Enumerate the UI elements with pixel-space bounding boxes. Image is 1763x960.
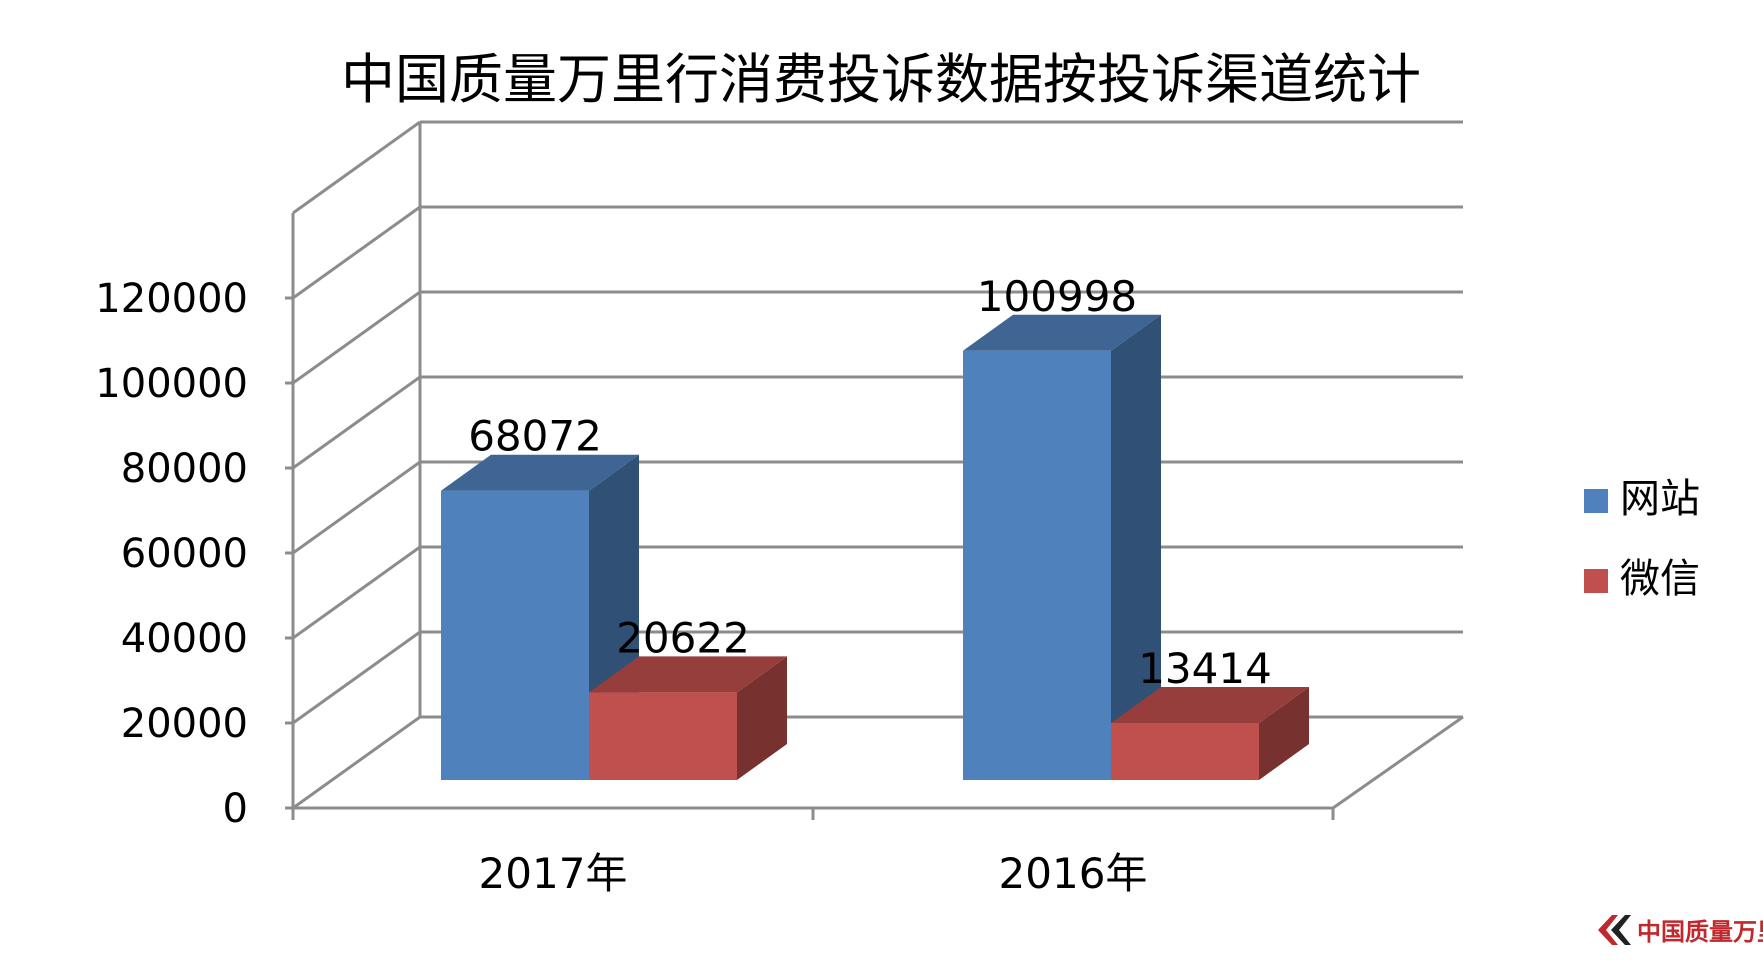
gridline-side <box>292 375 421 470</box>
data-label: 68072 <box>468 412 602 461</box>
data-label: 20622 <box>616 613 750 662</box>
watermark-logo: 中国质量万里行 <box>1598 915 1763 946</box>
x-tick-label: 2016年 <box>999 849 1148 898</box>
bar-0-1 <box>963 314 1161 780</box>
bar-front-face <box>963 350 1111 780</box>
bar-top-face <box>589 656 787 693</box>
y-tick-label: 120000 <box>95 276 248 322</box>
y-tick-label: 40000 <box>121 616 248 662</box>
bars-layer <box>441 314 1309 780</box>
bar-top-face <box>963 314 1161 351</box>
bar-side-face <box>737 656 787 780</box>
gridline-side <box>292 460 421 555</box>
axis-layer: 0 20000 40000 60000 80000 100000 120000 2017年 20… <box>95 122 1464 898</box>
x-tick-label: 2017年 <box>479 849 628 898</box>
gridline-side <box>292 120 421 215</box>
bar-top-face <box>441 454 639 491</box>
bar-front-face <box>1111 722 1259 780</box>
gridline-side <box>292 205 421 300</box>
gridline-side <box>292 545 421 640</box>
legend-label: 微信 <box>1620 556 1700 602</box>
y-tick-label: 0 <box>223 786 248 832</box>
data-labels-layer: 68072 100998 20622 13414 <box>468 272 1272 693</box>
data-label: 13414 <box>1138 644 1272 693</box>
y-tick-label: 80000 <box>121 446 248 492</box>
watermark-chevron-icon <box>1598 915 1618 945</box>
legend-swatch <box>1584 569 1608 593</box>
gridline-side <box>292 715 421 810</box>
data-label: 100998 <box>977 272 1137 321</box>
gridline-side <box>292 290 421 385</box>
legend-label: 网站 <box>1620 476 1700 522</box>
gridline-side <box>292 630 421 725</box>
watermark-chevron-icon-2 <box>1611 915 1631 945</box>
bar-1-0 <box>589 656 787 780</box>
bar-side-face <box>1259 686 1309 780</box>
chart-title: 中国质量万里行消费投诉数据按投诉渠道统计 <box>341 48 1421 111</box>
bar-front-face <box>589 692 737 780</box>
floor-edge <box>1332 715 1464 810</box>
bar-front-face <box>441 490 589 780</box>
bar-side-face <box>1111 314 1161 780</box>
y-tick-label: 100000 <box>95 361 248 407</box>
bar-1-1 <box>1111 686 1309 780</box>
y-tick-label: 60000 <box>121 531 248 577</box>
bar-top-face <box>1111 686 1309 723</box>
y-tick-label: 20000 <box>121 701 248 747</box>
legend-swatch <box>1584 489 1608 513</box>
watermark-text: 中国质量万里行 <box>1637 918 1763 946</box>
